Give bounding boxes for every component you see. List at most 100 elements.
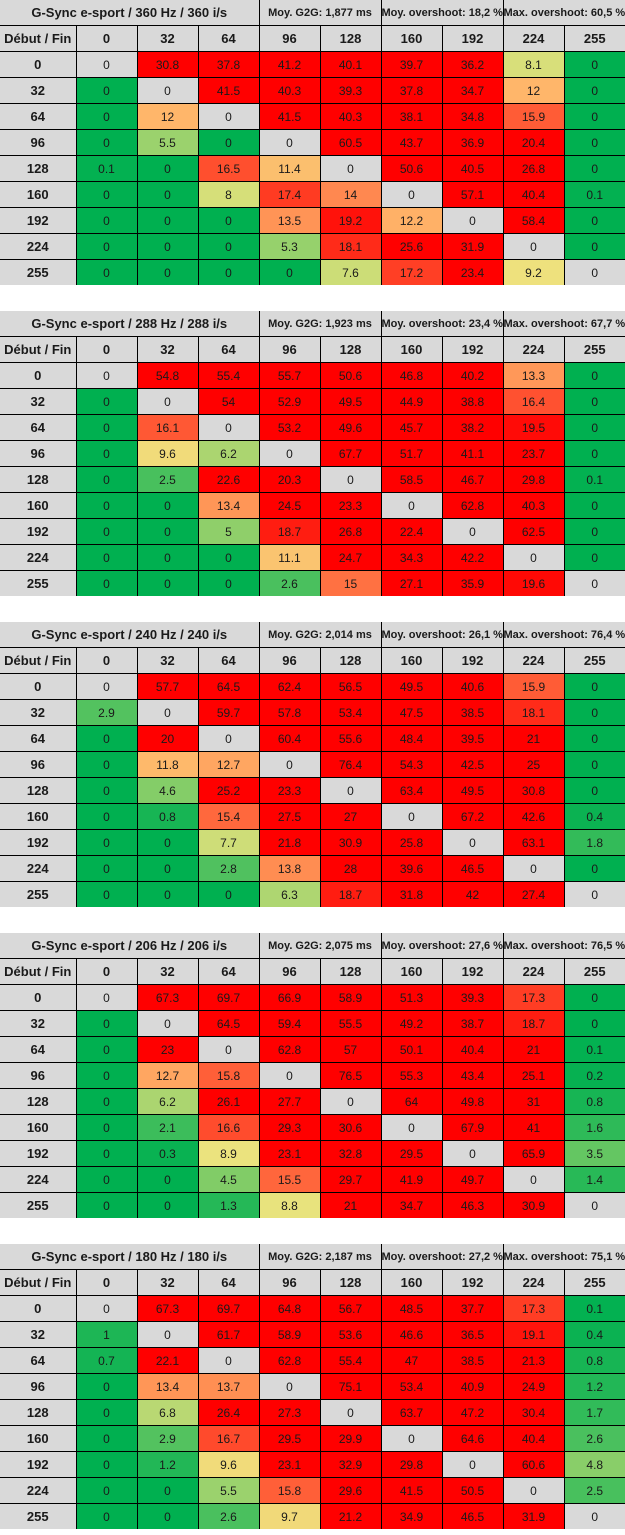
column-header: 64 [197, 958, 260, 985]
table-row: 0 0 54.8 55.4 55.7 50.6 46.8 40.2 13.3 0 [0, 362, 625, 389]
value-cell: 38.1 [380, 103, 443, 130]
value-cell: 0.1 [563, 466, 625, 493]
value-cell: 11.4 [258, 155, 321, 182]
diagonal-cell: 0 [75, 673, 138, 700]
value-cell: 27 [319, 803, 382, 830]
value-cell: 55.4 [197, 362, 260, 389]
value-cell: 23.3 [258, 777, 321, 804]
value-cell: 24.7 [319, 544, 382, 571]
value-cell: 20 [136, 725, 199, 752]
value-cell: 0 [563, 233, 625, 260]
row-header: 96 [0, 440, 77, 467]
column-header: 32 [136, 1269, 199, 1296]
value-cell: 0 [75, 1010, 138, 1037]
value-cell: 0.1 [563, 181, 625, 208]
value-cell: 55.7 [258, 362, 321, 389]
diagonal-cell: 0 [441, 829, 504, 856]
row-header: 64 [0, 1036, 77, 1063]
value-cell: 67.7 [319, 440, 382, 467]
diagonal-cell: 0 [136, 1321, 199, 1348]
value-cell: 34.7 [441, 77, 504, 104]
value-cell: 27.4 [502, 881, 565, 907]
value-cell: 8.1 [502, 51, 565, 78]
value-cell: 0 [75, 414, 138, 441]
value-cell: 0 [75, 855, 138, 882]
value-cell: 0 [75, 1192, 138, 1218]
value-cell: 53.6 [319, 1321, 382, 1348]
column-header: 96 [258, 1269, 321, 1296]
diagonal-cell: 0 [197, 103, 260, 130]
value-cell: 5.5 [197, 1477, 260, 1504]
diagonal-cell: 0 [197, 414, 260, 441]
value-cell: 0 [75, 518, 138, 545]
corner-label: Début / Fin [0, 336, 77, 363]
value-cell: 53.2 [258, 414, 321, 441]
diagonal-cell: 0 [380, 1114, 443, 1141]
value-cell: 0 [563, 51, 625, 78]
value-cell: 0 [563, 725, 625, 752]
diagonal-cell: 0 [136, 388, 199, 415]
table-row: 160 0 2.1 16.6 29.3 30.6 0 67.9 41 1.6 [0, 1114, 625, 1141]
value-cell: 64.5 [197, 673, 260, 700]
value-cell: 0 [75, 1088, 138, 1115]
value-cell: 16.7 [197, 1425, 260, 1452]
value-cell: 0.3 [136, 1140, 199, 1167]
value-cell: 64.8 [258, 1295, 321, 1322]
diagonal-cell: 0 [441, 207, 504, 234]
row-header: 128 [0, 466, 77, 493]
response-time-table: G-Sync e-sport / 288 Hz / 288 i/s Moy. G2… [0, 311, 625, 596]
value-cell: 25.2 [197, 777, 260, 804]
row-header: 192 [0, 829, 77, 856]
value-cell: 18.7 [502, 1010, 565, 1037]
value-cell: 62.8 [258, 1347, 321, 1374]
column-header: 0 [75, 25, 138, 52]
title-row: G-Sync e-sport / 180 Hz / 180 i/s Moy. G2… [0, 1244, 625, 1270]
value-cell: 41.9 [380, 1166, 443, 1193]
value-cell: 0 [563, 388, 625, 415]
table-row: 128 0 6.8 26.4 27.3 0 63.7 47.2 30.4 1.7 [0, 1399, 625, 1426]
column-header: 224 [502, 1269, 565, 1296]
table-row: 224 0 0 5.5 15.8 29.6 41.5 50.5 0 2.5 [0, 1477, 625, 1504]
value-cell: 0 [75, 466, 138, 493]
value-cell: 43.4 [441, 1062, 504, 1089]
value-cell: 40.4 [441, 1036, 504, 1063]
diagonal-cell: 0 [380, 181, 443, 208]
value-cell: 25.1 [502, 1062, 565, 1089]
value-cell: 0 [563, 544, 625, 571]
value-cell: 46.5 [441, 855, 504, 882]
row-header: 96 [0, 129, 77, 156]
value-cell: 16.1 [136, 414, 199, 441]
value-cell: 46.5 [441, 1503, 504, 1529]
value-cell: 26.8 [319, 518, 382, 545]
diagonal-cell: 0 [197, 1036, 260, 1063]
row-header: 160 [0, 1425, 77, 1452]
value-cell: 5.5 [136, 129, 199, 156]
value-cell: 9.7 [258, 1503, 321, 1529]
value-cell: 49.2 [380, 1010, 443, 1037]
value-cell: 6.8 [136, 1399, 199, 1426]
value-cell: 62.4 [258, 673, 321, 700]
value-cell: 0 [75, 1140, 138, 1167]
value-cell: 58.4 [502, 207, 565, 234]
value-cell: 12 [136, 103, 199, 130]
diagonal-cell: 0 [258, 1062, 321, 1089]
table-row: 192 0 0 7.7 21.8 30.9 25.8 0 63.1 1.8 [0, 829, 625, 856]
table-row: 0 0 67.3 69.7 64.8 56.7 48.5 37.7 17.3 0.1 [0, 1295, 625, 1322]
value-cell: 55.4 [319, 1347, 382, 1374]
table-row: 224 0 0 0 11.1 24.7 34.3 42.2 0 0 [0, 544, 625, 571]
value-cell: 52.9 [258, 388, 321, 415]
value-cell: 8 [197, 181, 260, 208]
value-cell: 55.5 [319, 1010, 382, 1037]
value-cell: 12 [502, 77, 565, 104]
value-cell: 51.7 [380, 440, 443, 467]
column-header: 224 [502, 958, 565, 985]
value-cell: 51.3 [380, 984, 443, 1011]
column-header: 64 [197, 1269, 260, 1296]
column-header-row: Début / Fin 0 32 64 96 128 160 192 224 255 [0, 1269, 625, 1296]
row-header: 128 [0, 777, 77, 804]
table-row: 160 0 0 13.4 24.5 23.3 0 62.8 40.3 0 [0, 492, 625, 519]
value-cell: 61.7 [197, 1321, 260, 1348]
value-cell: 0 [197, 207, 260, 234]
value-cell: 38.7 [441, 1010, 504, 1037]
value-cell: 0 [75, 207, 138, 234]
